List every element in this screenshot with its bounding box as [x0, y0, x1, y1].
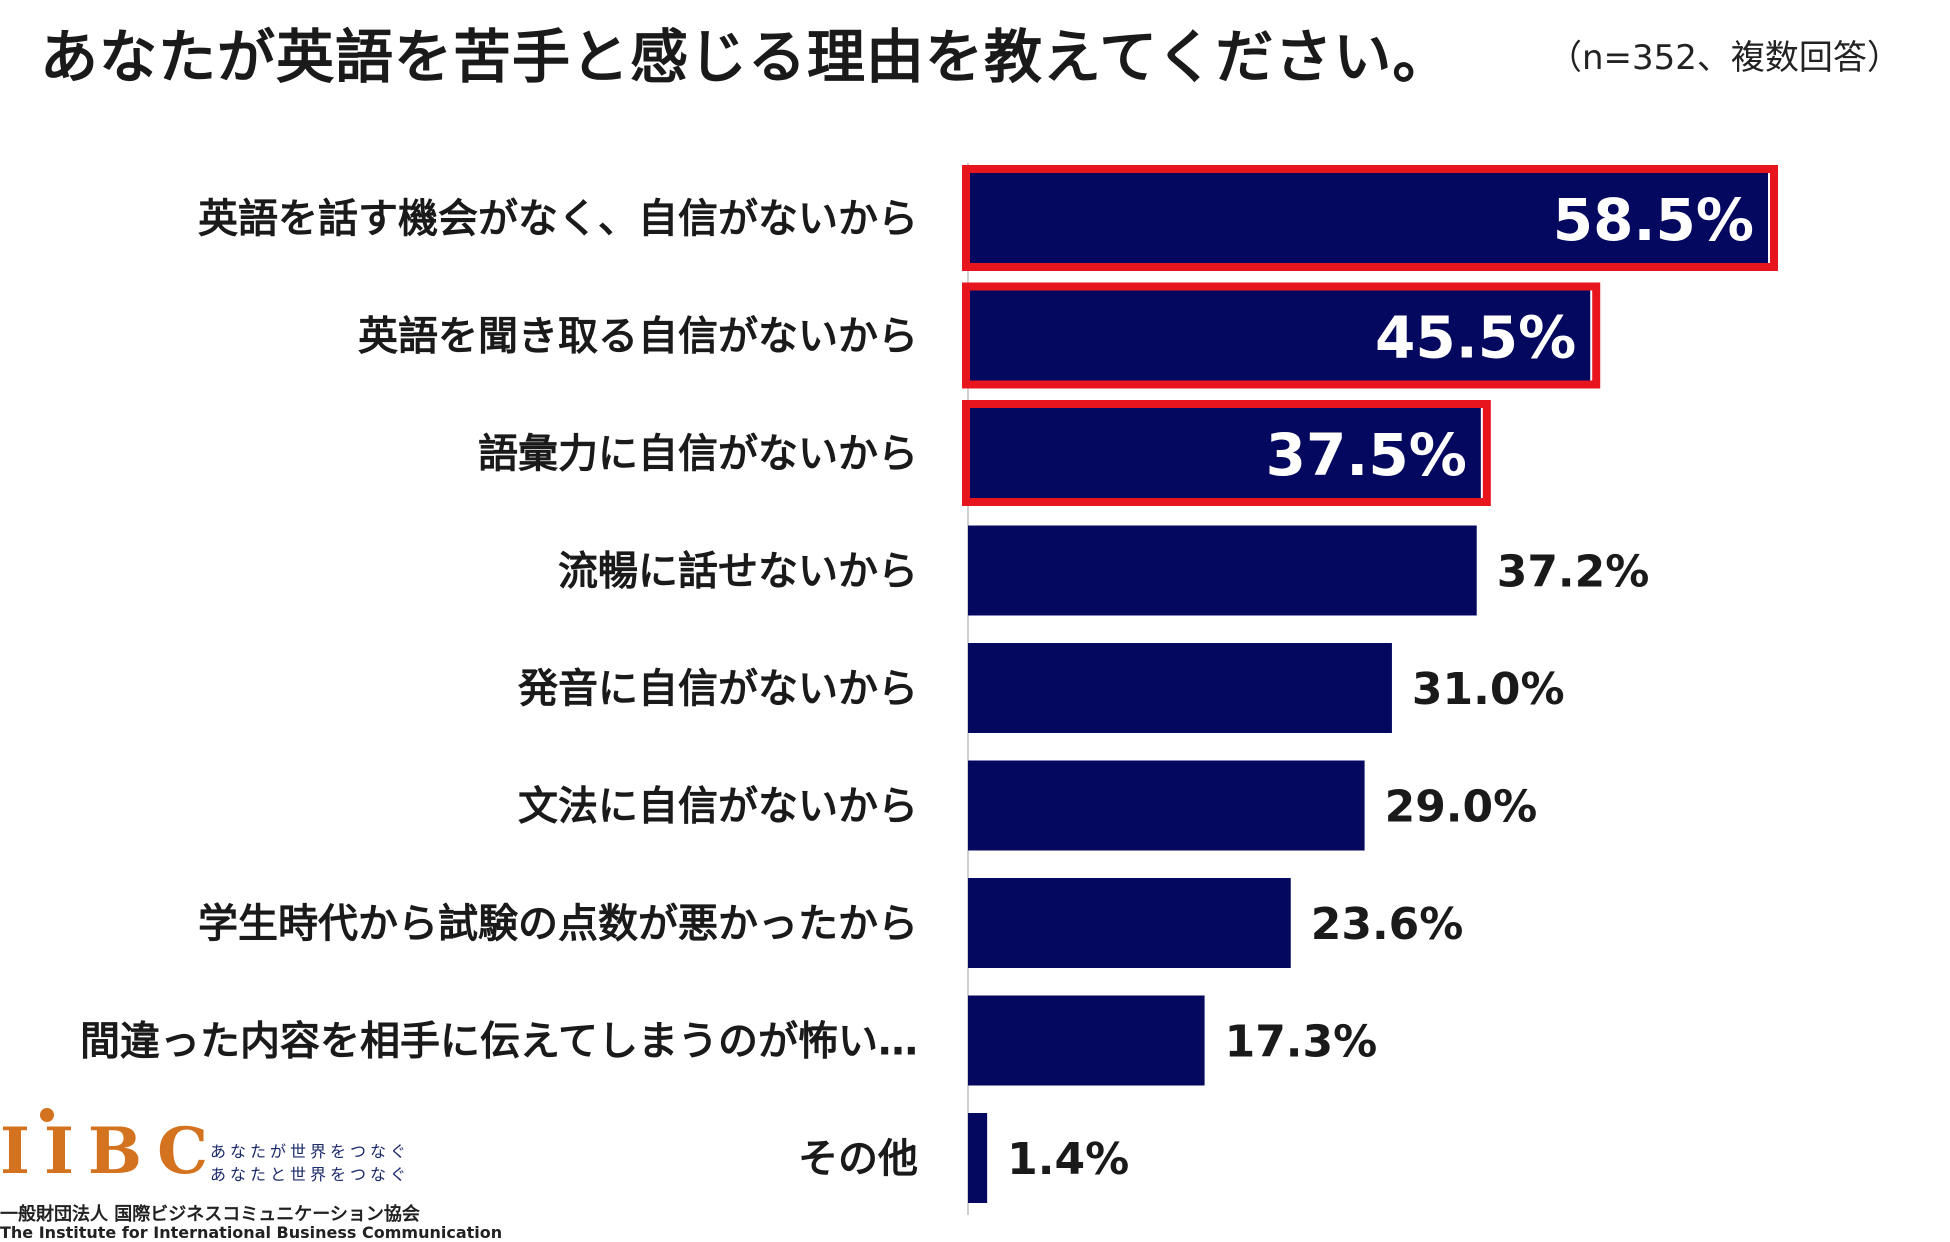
category-label: 文法に自信がないから — [518, 784, 918, 830]
highlight-border — [962, 400, 1491, 506]
category-label: 英語を話す機会がなく、自信がないから — [198, 196, 918, 242]
logo-tagline-2: あなたと世界をつなぐ — [210, 1165, 411, 1184]
org-name-english: The Institute for International Business… — [0, 1223, 503, 1242]
category-label: 流暢に話せないから — [558, 549, 918, 595]
page-title: あなたが英語を苦手と感じる理由を教えてください。 — [40, 23, 1452, 91]
bar — [968, 760, 1365, 851]
category-label: その他 — [798, 1136, 918, 1182]
bar — [968, 995, 1205, 1086]
value-label: 45.5% — [1375, 304, 1576, 372]
highlight-border — [962, 165, 1778, 271]
logo-letters: IIBC — [0, 1114, 223, 1189]
bar — [968, 408, 1481, 498]
value-label: 31.0% — [1412, 664, 1565, 715]
value-label: 58.5% — [1553, 186, 1754, 254]
bar — [968, 525, 1477, 616]
org-name-japanese: 一般財団法人 国際ビジネスコミュニケーション協会 — [0, 1204, 420, 1225]
logo-tagline-1: あなたが世界をつなぐ — [210, 1142, 411, 1161]
category-label: 学生時代から試験の点数が悪かったから — [198, 901, 918, 947]
sample-note: （n=352、複数回答） — [1548, 38, 1901, 78]
bar — [968, 643, 1392, 733]
category-label: 発音に自信がないから — [518, 666, 918, 712]
bar — [968, 173, 1768, 263]
value-label: 23.6% — [1311, 899, 1464, 950]
value-label: 29.0% — [1385, 782, 1538, 833]
category-label: 英語を聞き取る自信がないから — [358, 314, 918, 360]
iibc-logo: IIBC あなたが世界をつなぐ あなたと世界をつなぐ 一般財団法人 国際ビジネス… — [0, 1108, 502, 1242]
bar — [968, 1113, 988, 1203]
bar — [968, 878, 1291, 968]
bar — [968, 290, 1591, 381]
category-label: 語彙力に自信がないから — [478, 431, 918, 477]
value-label: 37.2% — [1497, 547, 1650, 598]
value-label: 37.5% — [1266, 421, 1467, 489]
category-label: 間違った内容を相手に伝えてしまうのが怖い… — [80, 1019, 918, 1065]
logo-dot-icon — [40, 1108, 54, 1122]
highlight-border — [962, 282, 1601, 389]
value-label: 1.4% — [1007, 1134, 1129, 1185]
value-label: 17.3% — [1225, 1017, 1378, 1068]
